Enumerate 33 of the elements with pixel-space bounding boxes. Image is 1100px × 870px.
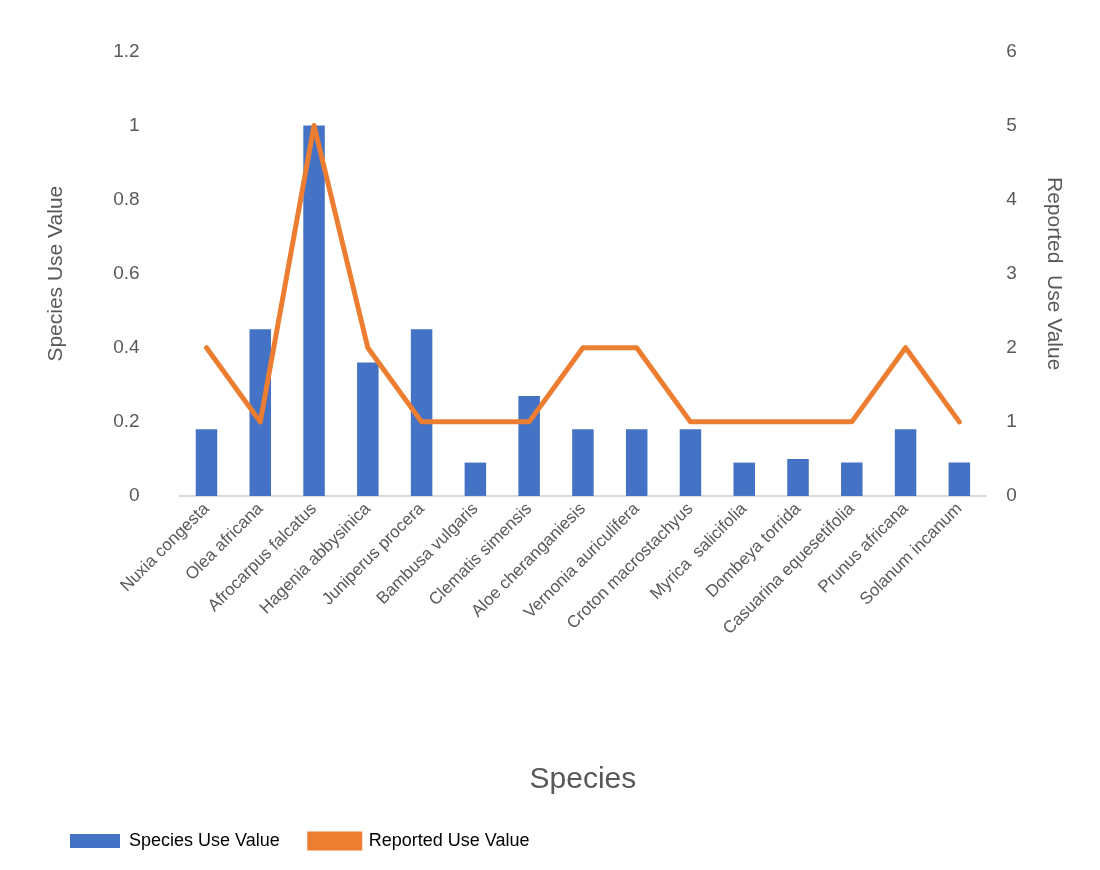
legend-label: Reported Use Value [368,829,530,850]
y2-tick-label: 3 [1006,261,1017,283]
bar [679,429,702,496]
bar [948,462,971,496]
bar [464,462,487,496]
y2-tick-label: 0 [1006,484,1017,506]
y-tick-label: 0.6 [113,261,140,283]
legend-label: Species Use Value [129,829,280,850]
y-tick-label: 1.2 [113,39,140,61]
y2-tick-label: 6 [1006,39,1017,61]
bar [410,329,433,496]
x-axis-title: Species [529,761,637,795]
y2-tick-label: 4 [1006,187,1018,209]
bar [894,429,917,496]
bar [195,429,218,496]
y2-tick-label: 5 [1006,113,1017,135]
bar [357,362,379,496]
y-tick-label: 0.4 [113,336,141,357]
y2-axis-title: Reported Use Value [1043,176,1067,371]
y2-tick-label: 2 [1006,336,1017,357]
y-tick-label: 0.8 [113,187,140,209]
y-tick-label: 0 [129,484,140,506]
y2-tick-label: 1 [1006,410,1017,432]
y-axis-title: Species Use Value [43,185,67,362]
y-tick-label: 1 [129,113,140,135]
bar [733,462,755,496]
bar [625,429,648,496]
bar [572,429,594,496]
bar [787,458,809,496]
bar [518,395,540,496]
bar [841,462,863,496]
y-tick-label: 0.2 [113,410,140,432]
bar [303,125,325,496]
